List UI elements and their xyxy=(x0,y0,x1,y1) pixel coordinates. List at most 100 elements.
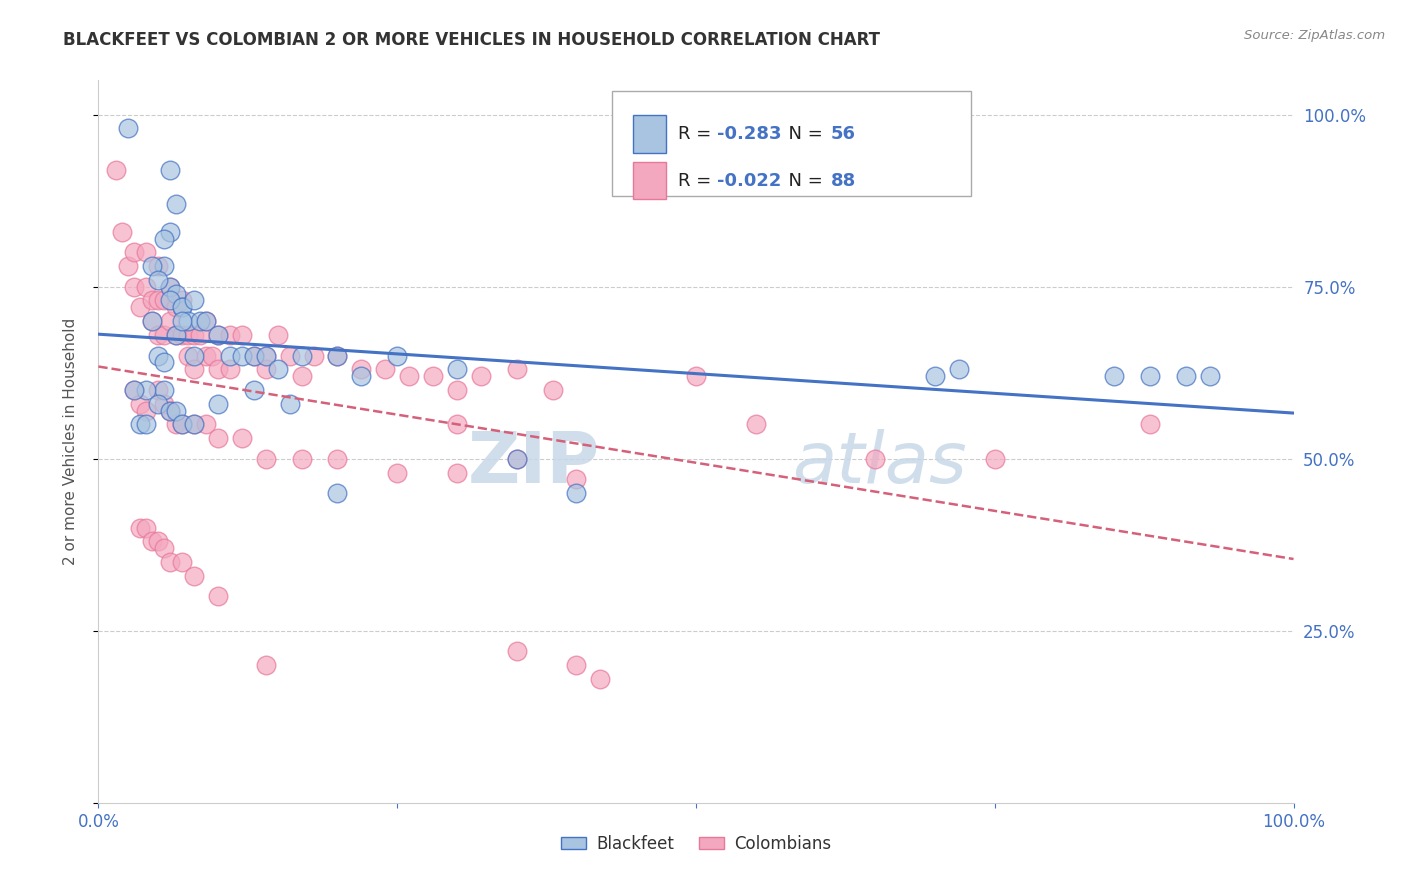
FancyBboxPatch shape xyxy=(633,161,666,199)
Point xyxy=(385,349,409,363)
Point xyxy=(172,301,194,315)
Point xyxy=(195,314,218,328)
Point xyxy=(195,417,218,432)
Point xyxy=(148,327,170,342)
Point xyxy=(948,362,970,376)
Point xyxy=(506,644,529,658)
Point xyxy=(105,162,128,177)
Point xyxy=(984,451,1007,466)
Point xyxy=(446,466,468,480)
Point xyxy=(124,383,146,397)
Point xyxy=(219,327,242,342)
Point xyxy=(159,162,181,177)
Point xyxy=(350,369,373,384)
Point xyxy=(177,314,200,328)
Point xyxy=(243,349,266,363)
Point xyxy=(398,369,420,384)
Point xyxy=(183,568,205,582)
Point xyxy=(153,327,176,342)
Point xyxy=(159,279,181,293)
Point xyxy=(541,383,564,397)
Point xyxy=(135,403,157,417)
Point xyxy=(350,362,373,376)
Point xyxy=(141,293,163,308)
Point xyxy=(278,349,301,363)
Point xyxy=(219,362,242,376)
Text: R =: R = xyxy=(678,171,717,190)
Point xyxy=(506,451,529,466)
Point xyxy=(159,403,181,417)
Point xyxy=(267,362,290,376)
Point xyxy=(117,259,139,273)
Point xyxy=(506,451,529,466)
Point xyxy=(141,314,163,328)
Point xyxy=(165,197,187,211)
Y-axis label: 2 or more Vehicles in Household: 2 or more Vehicles in Household xyxy=(63,318,77,566)
Text: R =: R = xyxy=(678,125,717,143)
Point xyxy=(243,383,266,397)
Point xyxy=(243,349,266,363)
Point xyxy=(231,349,253,363)
Point xyxy=(326,349,349,363)
Point xyxy=(745,417,768,432)
Point xyxy=(302,349,325,363)
Point xyxy=(165,301,187,315)
Point xyxy=(374,362,396,376)
Point xyxy=(385,466,409,480)
Point xyxy=(165,286,187,301)
Point xyxy=(148,349,170,363)
Point xyxy=(172,417,194,432)
Point xyxy=(446,383,468,397)
Point xyxy=(159,279,181,293)
Point xyxy=(124,383,146,397)
Point xyxy=(124,279,146,293)
Point xyxy=(219,349,242,363)
Point xyxy=(565,472,588,486)
Point xyxy=(183,417,205,432)
Point xyxy=(165,327,187,342)
Point xyxy=(177,327,200,342)
Point xyxy=(201,349,224,363)
Point xyxy=(291,349,314,363)
Point xyxy=(207,431,229,445)
Point xyxy=(159,293,181,308)
Point xyxy=(506,362,529,376)
Point xyxy=(1104,369,1126,384)
Point xyxy=(231,327,253,342)
Point xyxy=(254,451,277,466)
Text: 56: 56 xyxy=(831,125,856,143)
Point xyxy=(565,486,588,500)
Point xyxy=(254,362,277,376)
Point xyxy=(153,259,176,273)
Legend: Blackfeet, Colombians: Blackfeet, Colombians xyxy=(554,828,838,860)
Point xyxy=(148,534,170,549)
Point xyxy=(422,369,444,384)
Point xyxy=(207,327,229,342)
Point xyxy=(129,397,152,411)
Point xyxy=(326,349,349,363)
Point xyxy=(148,259,170,273)
Point xyxy=(172,314,194,328)
Point xyxy=(1139,417,1161,432)
Point xyxy=(135,520,157,534)
Point xyxy=(195,314,218,328)
Point xyxy=(183,293,205,308)
Point xyxy=(207,362,229,376)
Point xyxy=(231,431,253,445)
Point xyxy=(153,293,176,308)
Point xyxy=(195,349,218,363)
Point xyxy=(165,403,187,417)
Point xyxy=(1139,369,1161,384)
Point xyxy=(291,451,314,466)
Point xyxy=(172,327,194,342)
Text: atlas: atlas xyxy=(792,429,966,498)
Point xyxy=(254,349,277,363)
Point xyxy=(159,225,181,239)
Point xyxy=(254,349,277,363)
Point xyxy=(153,541,176,556)
Point xyxy=(291,369,314,384)
Point xyxy=(148,273,170,287)
Point xyxy=(148,383,170,397)
Point xyxy=(183,327,205,342)
Text: N =: N = xyxy=(778,171,828,190)
